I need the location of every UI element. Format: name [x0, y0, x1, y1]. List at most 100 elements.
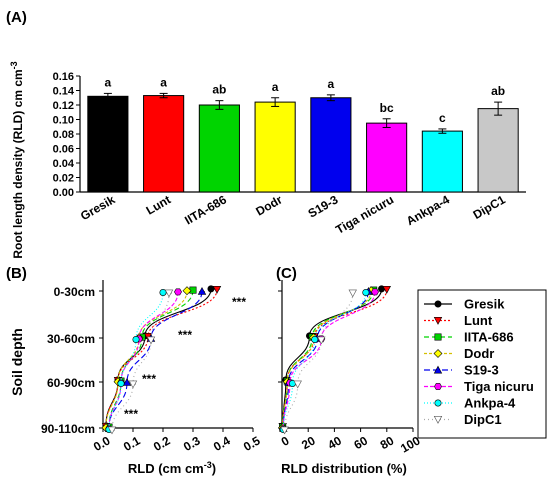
bar-gresik [87, 95, 129, 193]
significance-mark-3: *** [124, 407, 138, 421]
panel-c-x-tick-label: 60 [352, 433, 371, 452]
panel-c-point-dipc1 [348, 289, 357, 298]
legend-label-s19-3: S19-3 [464, 363, 499, 378]
panel-a-y-tick-label: 0.00 [53, 187, 74, 199]
bar-dodr [254, 101, 296, 193]
depth-label-2: 60-90cm [47, 376, 95, 390]
x-tick-label-gresik: Gresik [78, 192, 118, 223]
significance-mark-1: *** [178, 328, 192, 342]
panel-b-point-dipc1 [107, 426, 117, 435]
panel-b-line-lunt [105, 289, 218, 427]
panel-c-label: (C) [276, 265, 297, 282]
panel-a-y-axis-label-text: Root length density (RLD) cm cm [11, 69, 25, 258]
legend-label-ankpa-4: Ankpa-4 [464, 396, 516, 411]
panel-b-x-tick-label: 0.2 [151, 433, 173, 454]
panel-b-point-s19-3 [197, 286, 207, 295]
legend-marker-s19-3 [433, 365, 443, 374]
bar-tiga-nicuru [366, 122, 408, 193]
panel-c-point-ankpa-4 [362, 288, 370, 296]
legend-marker-lunt [433, 316, 443, 325]
panel-b-x-axis-label: RLD (cm cm-3) [128, 460, 216, 476]
panel-a-y-tick-label: 0.12 [53, 100, 74, 112]
sig-letter-gresik: a [105, 75, 112, 89]
panel-a-y-tick-label: 0.04 [53, 158, 75, 170]
sig-letter-s19-3: a [328, 77, 335, 91]
sig-letter-tiga-nicuru: bc [380, 101, 394, 115]
sig-letter-iita-686: ab [212, 83, 226, 97]
x-tick-label-dipc1: DipC1 [471, 192, 508, 222]
panel-b-point-dipc1 [128, 380, 138, 389]
panel-b-point-lunt [212, 285, 222, 294]
panel-c-point-lunt [382, 285, 392, 294]
panel-b-x-tick-label: 0.3 [181, 433, 203, 454]
panel-b-point-dodr [182, 286, 192, 296]
x-tick-label-dodr: Dodr [253, 192, 285, 218]
depth-label-0: 0-30cm [54, 285, 95, 299]
significance-mark-0: *** [232, 295, 246, 309]
panel-b-x-axis-label-sup: -3 [204, 460, 212, 470]
panel-b-x-axis-label-end: ) [212, 461, 216, 476]
panel-a-y-tick-label: 0.02 [53, 173, 74, 185]
panel-a-y-axis-label-sup: -3 [9, 61, 19, 69]
legend-marker-gresik [434, 300, 442, 308]
panel-b-y-axis-label: Soil depth [9, 328, 25, 396]
panel-c-point-dipc1 [293, 380, 302, 389]
bar-lunt [143, 95, 185, 193]
panel-c-plot: 0 20 40 60 80 100 [278, 280, 423, 456]
panel-b-line-s19-3 [108, 291, 203, 429]
panel-c-x-tick-label: 80 [378, 433, 397, 452]
sig-letter-ankpa-4: c [439, 111, 446, 125]
panel-a-label: (A) [6, 9, 27, 26]
legend-label-lunt: Lunt [464, 313, 493, 328]
x-tick-label-s19-3: S19-3 [306, 192, 341, 220]
panel-a-y-tick-label: 0.16 [53, 71, 74, 83]
panel-b-point-ankpa-4 [159, 288, 167, 296]
legend-label-gresik: Gresik [464, 297, 505, 312]
bar-ankpa-4 [421, 130, 463, 193]
legend-marker-ankpa-4 [434, 399, 442, 407]
depth-label-3: 90-110cm [41, 422, 95, 436]
panel-c-line-ankpa-4 [282, 292, 367, 430]
bar-s19-3 [310, 97, 352, 193]
panel-c-x-tick-label: 40 [325, 433, 344, 452]
panel-a-y-tick-label: 0.14 [53, 86, 75, 98]
sig-letter-dodr: a [272, 80, 279, 94]
legend-marker-dipc1 [433, 415, 443, 424]
panel-b-plot: 0.0 0.1 0.2 0.3 0.4 0.5 0-30cm 30-60cm 60-90cm 90… [41, 280, 263, 454]
panel-b-line-dipc1 [111, 293, 170, 431]
panel-c-x-axis-label: RLD distribution (%) [281, 461, 407, 476]
x-tick-label-lunt: Lunt [144, 192, 174, 217]
legend-marker-dodr [433, 349, 443, 358]
panel-b-x-tick-label: 0.5 [241, 433, 263, 454]
panel-c-line-s19-3 [282, 291, 370, 429]
significance-mark-2: *** [142, 372, 156, 386]
x-tick-label-tiga-nicuru: Tiga nicuru [333, 192, 396, 236]
sig-letter-lunt: a [160, 75, 167, 89]
panel-a-y-tick-label: 0.08 [53, 129, 74, 141]
legend-label-dipc1: DipC1 [464, 412, 502, 427]
panel-b-x-tick-label: 0.1 [121, 433, 143, 454]
panel-b-x-tick-label: 0.0 [91, 433, 113, 454]
panel-c-point-dipc1 [280, 426, 289, 435]
legend-label-dodr: Dodr [464, 346, 494, 361]
legend-marker-iita-686 [434, 333, 442, 341]
panel-b-point-tiga-nicuru [174, 288, 182, 296]
x-tick-label-iita-686: IITA-686 [182, 192, 229, 227]
sig-letter-dipc1: ab [491, 84, 505, 98]
legend-marker-tiga-nicuru [434, 383, 442, 390]
legend-label-tiga-nicuru: Tiga nicuru [464, 379, 534, 394]
panel-b-point-ankpa-4 [117, 379, 125, 387]
x-tick-label-ankpa-4: Ankpa-4 [404, 192, 452, 228]
panel-c-line-tiga-nicuru [282, 291, 376, 429]
panel-a-y-tick-label: 0.06 [53, 144, 74, 156]
panel-c-point-ankpa-4 [311, 335, 319, 343]
panel-b-point-dipc1 [164, 289, 174, 298]
panel-a-y-axis-label: Root length density (RLD) cm cm-3 [9, 61, 25, 258]
panel-a-y-tick-label: 0.10 [53, 115, 74, 127]
panel-b-line-ankpa-4 [108, 292, 164, 430]
panel-b-point-gresik [207, 285, 215, 293]
panel-b-point-ankpa-4 [132, 335, 140, 343]
panel-b-x-axis-label-text: RLD (cm cm [128, 461, 204, 476]
